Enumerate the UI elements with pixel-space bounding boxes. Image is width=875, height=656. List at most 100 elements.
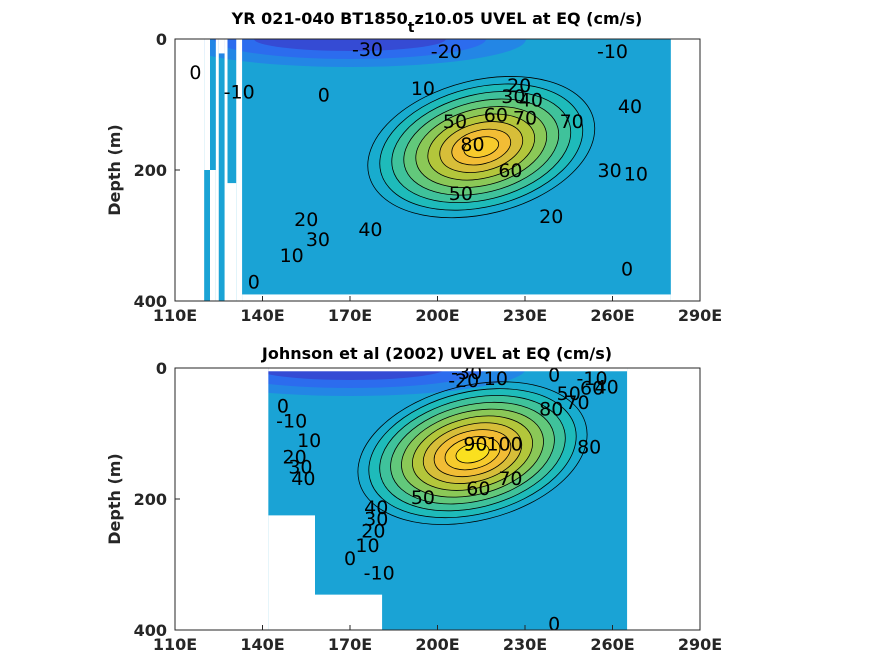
y-tick-label: 400: [134, 621, 167, 640]
contour-label: 90: [463, 433, 487, 455]
contour-label: 20: [282, 446, 306, 468]
contour-label: -10: [597, 41, 628, 63]
contour-label: 0: [277, 395, 289, 417]
contour-label: 0: [248, 271, 260, 293]
contour-label: 80: [460, 134, 484, 156]
field-level-90: [463, 136, 499, 158]
contour-line-80: [433, 429, 512, 478]
y-tick-label: 0: [156, 359, 167, 378]
x-tick-label: 110E: [153, 635, 197, 654]
x-tick-label: 140E: [240, 635, 284, 654]
contour-line-20: [379, 83, 584, 211]
contour-label: 0: [548, 365, 560, 387]
x-tick-label: 290E: [678, 635, 722, 654]
contour-label: -20: [448, 370, 479, 392]
contour-label: 50: [411, 487, 435, 509]
land-mask: [315, 594, 383, 630]
land-mask: [210, 170, 216, 301]
contour-line-60: [427, 113, 536, 181]
contour-label: -30: [352, 39, 383, 61]
contour-line-30: [391, 91, 572, 204]
contour-label: 50: [557, 383, 581, 405]
panel-2-title: Johnson et al (2002) UVEL at EQ (cm/s): [261, 344, 612, 363]
x-tick-label: 260E: [590, 635, 634, 654]
contour-label: 30: [288, 456, 312, 478]
contour-line-10: [357, 381, 588, 525]
land-mask: [175, 368, 269, 630]
land-mask: [224, 39, 228, 301]
y-tick-label: 400: [134, 292, 167, 311]
contour-label: 20: [507, 75, 531, 97]
panel-1-ylabel: Depth (m): [105, 124, 124, 216]
contour-label: 0: [344, 548, 356, 570]
contour-line-30: [379, 395, 566, 512]
contour-line-20: [368, 388, 577, 519]
field-level-100: [455, 443, 490, 463]
contour-label: 0: [189, 62, 201, 84]
contour-label: 20: [539, 206, 563, 228]
land-mask: [268, 368, 628, 372]
contour-label: 30: [306, 229, 330, 251]
y-tick-label: 200: [134, 161, 167, 180]
panel-2-contour-lines: [357, 381, 588, 525]
x-tick-label: 200E: [415, 306, 459, 325]
panel-1-title: YR 021-040 BT1850tz10.05 UVEL at EQ (cm/…: [231, 9, 643, 36]
contour-label: 40: [358, 219, 382, 241]
contour-label: 40: [595, 376, 619, 398]
x-tick-label: 170E: [328, 306, 372, 325]
contour-label: 60: [466, 478, 490, 500]
contour-label: -10: [577, 368, 608, 390]
contour-label: 10: [624, 163, 648, 185]
x-tick-label: 260E: [590, 306, 634, 325]
contour-label: 40: [618, 96, 642, 118]
contour-label: 40: [519, 89, 543, 111]
x-tick-label: 110E: [153, 306, 197, 325]
panel-2-filled-field: [175, 368, 700, 630]
land-mask: [236, 39, 243, 301]
contour-label: 30: [597, 160, 621, 182]
contour-line-90: [444, 436, 501, 471]
contour-label: 0: [548, 613, 560, 635]
contour-label: 70: [565, 392, 589, 414]
contour-label: 20: [361, 520, 385, 542]
y-tick-label: 0: [156, 30, 167, 49]
contour-label: 40: [364, 497, 388, 519]
contour-label: 0: [621, 258, 633, 280]
contour-line-50: [415, 106, 548, 188]
contour-label: 50: [443, 111, 467, 133]
y-tick-label: 200: [134, 490, 167, 509]
panel-1-contour-lines: [367, 76, 596, 219]
contour-label: 10: [484, 368, 508, 390]
contour-label: -20: [431, 41, 462, 63]
land-mask: [670, 39, 700, 301]
x-tick-label: 170E: [328, 635, 372, 654]
contour-label: 100: [486, 433, 522, 455]
surface-level--30: [254, 39, 446, 51]
land-mask: [268, 515, 315, 630]
contour-line-80: [451, 128, 512, 166]
contour-label: 70: [513, 108, 537, 130]
contour-label: 30: [501, 86, 525, 108]
x-tick-label: 200E: [415, 635, 459, 654]
contour-line-10: [367, 76, 596, 219]
contour-label: 60: [484, 104, 508, 126]
land-mask: [627, 368, 700, 630]
contour-line-100: [455, 442, 490, 464]
contour-label: 60: [580, 378, 604, 400]
x-tick-label: 140E: [240, 306, 284, 325]
contour-label: 10: [297, 430, 321, 452]
x-tick-label: 230E: [503, 306, 547, 325]
contour-label: 30: [364, 509, 388, 531]
land-mask: [242, 294, 671, 301]
contour-label: 40: [291, 468, 315, 490]
contour-label: -10: [224, 81, 255, 103]
contour-label: 70: [560, 111, 584, 133]
x-tick-label: 230E: [503, 635, 547, 654]
contour-label: -10: [276, 410, 307, 432]
